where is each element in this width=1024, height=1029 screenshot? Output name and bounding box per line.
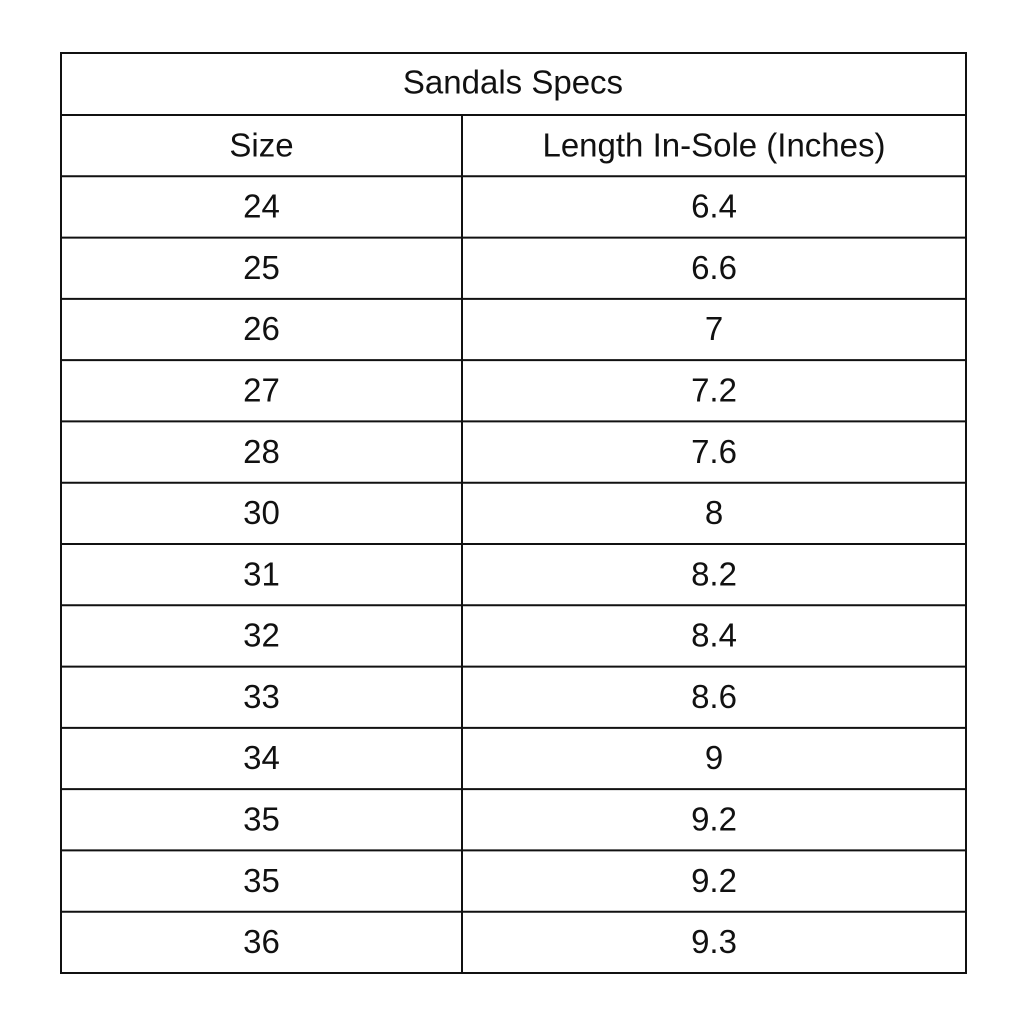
cell: 33 xyxy=(243,678,280,715)
cell: 8.4 xyxy=(691,617,737,654)
table-border xyxy=(60,52,967,974)
cell: 7.2 xyxy=(691,372,737,409)
cell: 9.2 xyxy=(691,801,737,838)
cell: 28 xyxy=(243,433,280,470)
cell: 7.6 xyxy=(691,433,737,470)
cell: 8.2 xyxy=(691,555,737,592)
cell: 25 xyxy=(243,249,280,286)
table-title: Sandals Specs xyxy=(403,64,623,101)
cell: 6.4 xyxy=(691,188,737,225)
cell: 31 xyxy=(243,555,280,592)
cell: 8.6 xyxy=(691,678,737,715)
cell: 32 xyxy=(243,617,280,654)
cell: 9 xyxy=(705,739,723,776)
cell: 30 xyxy=(243,494,280,531)
cell: 34 xyxy=(243,739,280,776)
cell: 9.3 xyxy=(691,923,737,960)
cell: 24 xyxy=(243,188,280,225)
cell: 26 xyxy=(243,310,280,347)
header-cell: Length In-Sole (Inches) xyxy=(542,126,885,163)
cell: 27 xyxy=(243,372,280,409)
cell: 6.6 xyxy=(691,249,737,286)
cell: 8 xyxy=(705,494,723,531)
cell: 35 xyxy=(243,801,280,838)
cell: 35 xyxy=(243,862,280,899)
header-cell: Size xyxy=(229,126,293,163)
cell: 9.2 xyxy=(691,862,737,899)
cell: 7 xyxy=(705,310,723,347)
cell: 36 xyxy=(243,923,280,960)
